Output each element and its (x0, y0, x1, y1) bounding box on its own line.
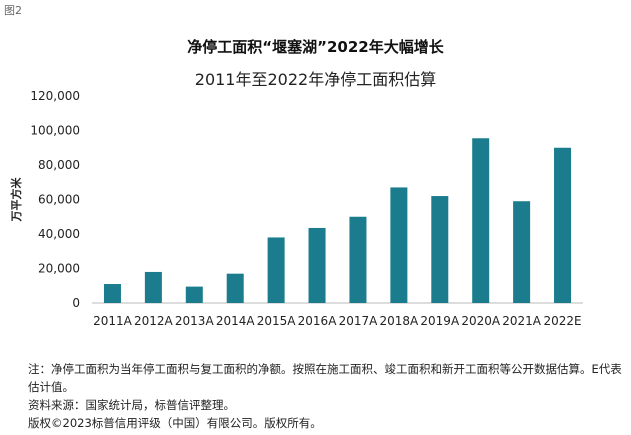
x-tick-label: 2018A (380, 314, 420, 328)
bars (103, 138, 572, 303)
bar-2015A (267, 237, 285, 303)
y-tick-label: 80,000 (38, 158, 80, 172)
figure-label: 图2 (4, 4, 22, 17)
y-axis-ticks: 0 20,000 40,000 60,000 80,000 100,000 120,000 (30, 89, 80, 310)
bar-2021A (513, 201, 531, 303)
x-tick-label: 2020A (461, 314, 501, 328)
y-tick-label: 60,000 (38, 193, 80, 207)
x-tick-label: 2019A (420, 314, 460, 328)
y-tick-label: 100,000 (30, 124, 80, 138)
bar-chart: 020,00040,00060,00080,000100,000120,000 … (9, 89, 583, 328)
chart-title: 净停工面积“堰塞湖”2022年大幅增长 (187, 38, 444, 56)
bar-2013A (185, 286, 203, 303)
chart-subtitle: 2011年至2022年净停工面积估算 (194, 70, 437, 89)
bar-2014A (226, 273, 244, 303)
x-tick-label: 2021A (502, 314, 542, 328)
x-tick-label: 2014A (216, 314, 256, 328)
bar-2011A (103, 284, 121, 303)
bar-2020A (472, 138, 490, 303)
y-tick-label: 40,000 (38, 227, 80, 241)
copyright-text: 版权©2023标普信用评级（中国）有限公司。版权所有。 (28, 416, 322, 430)
bar-2012A (144, 271, 162, 303)
y-axis-title: 万平方米 (9, 177, 23, 223)
x-tick-label: 2015A (257, 314, 297, 328)
bar-2019A (431, 196, 449, 303)
footnotes: 注：净停工面积为当年停工面积与复工面积的净额。按照在施工面积、竣工面积和新开工面… (28, 360, 628, 432)
x-tick-label: 2016A (298, 314, 338, 328)
y-tick-label: 120,000 (30, 89, 80, 103)
x-tick-label: 2011A (93, 314, 133, 328)
bar-2018A (390, 187, 408, 303)
x-tick-label: 2017A (339, 314, 379, 328)
y-tick-label: 0 (72, 296, 80, 310)
note-text: 注：净停工面积为当年停工面积与复工面积的净额。按照在施工面积、竣工面积和新开工面… (28, 362, 622, 394)
x-tick-label: 2013A (175, 314, 215, 328)
x-tick-label: 2022E (543, 314, 581, 328)
y-tick-label: 20,000 (38, 262, 80, 276)
source-text: 资料来源：国家统计局，标普信评整理。 (28, 398, 235, 412)
bar-2022E (554, 147, 572, 303)
x-tick-label: 2012A (134, 314, 174, 328)
x-axis-labels: 2011A 2012A 2013A 2014A 2015A 2016A 2017A 2018A… (93, 314, 582, 328)
bar-2017A (349, 216, 367, 303)
bar-2016A (308, 227, 326, 303)
